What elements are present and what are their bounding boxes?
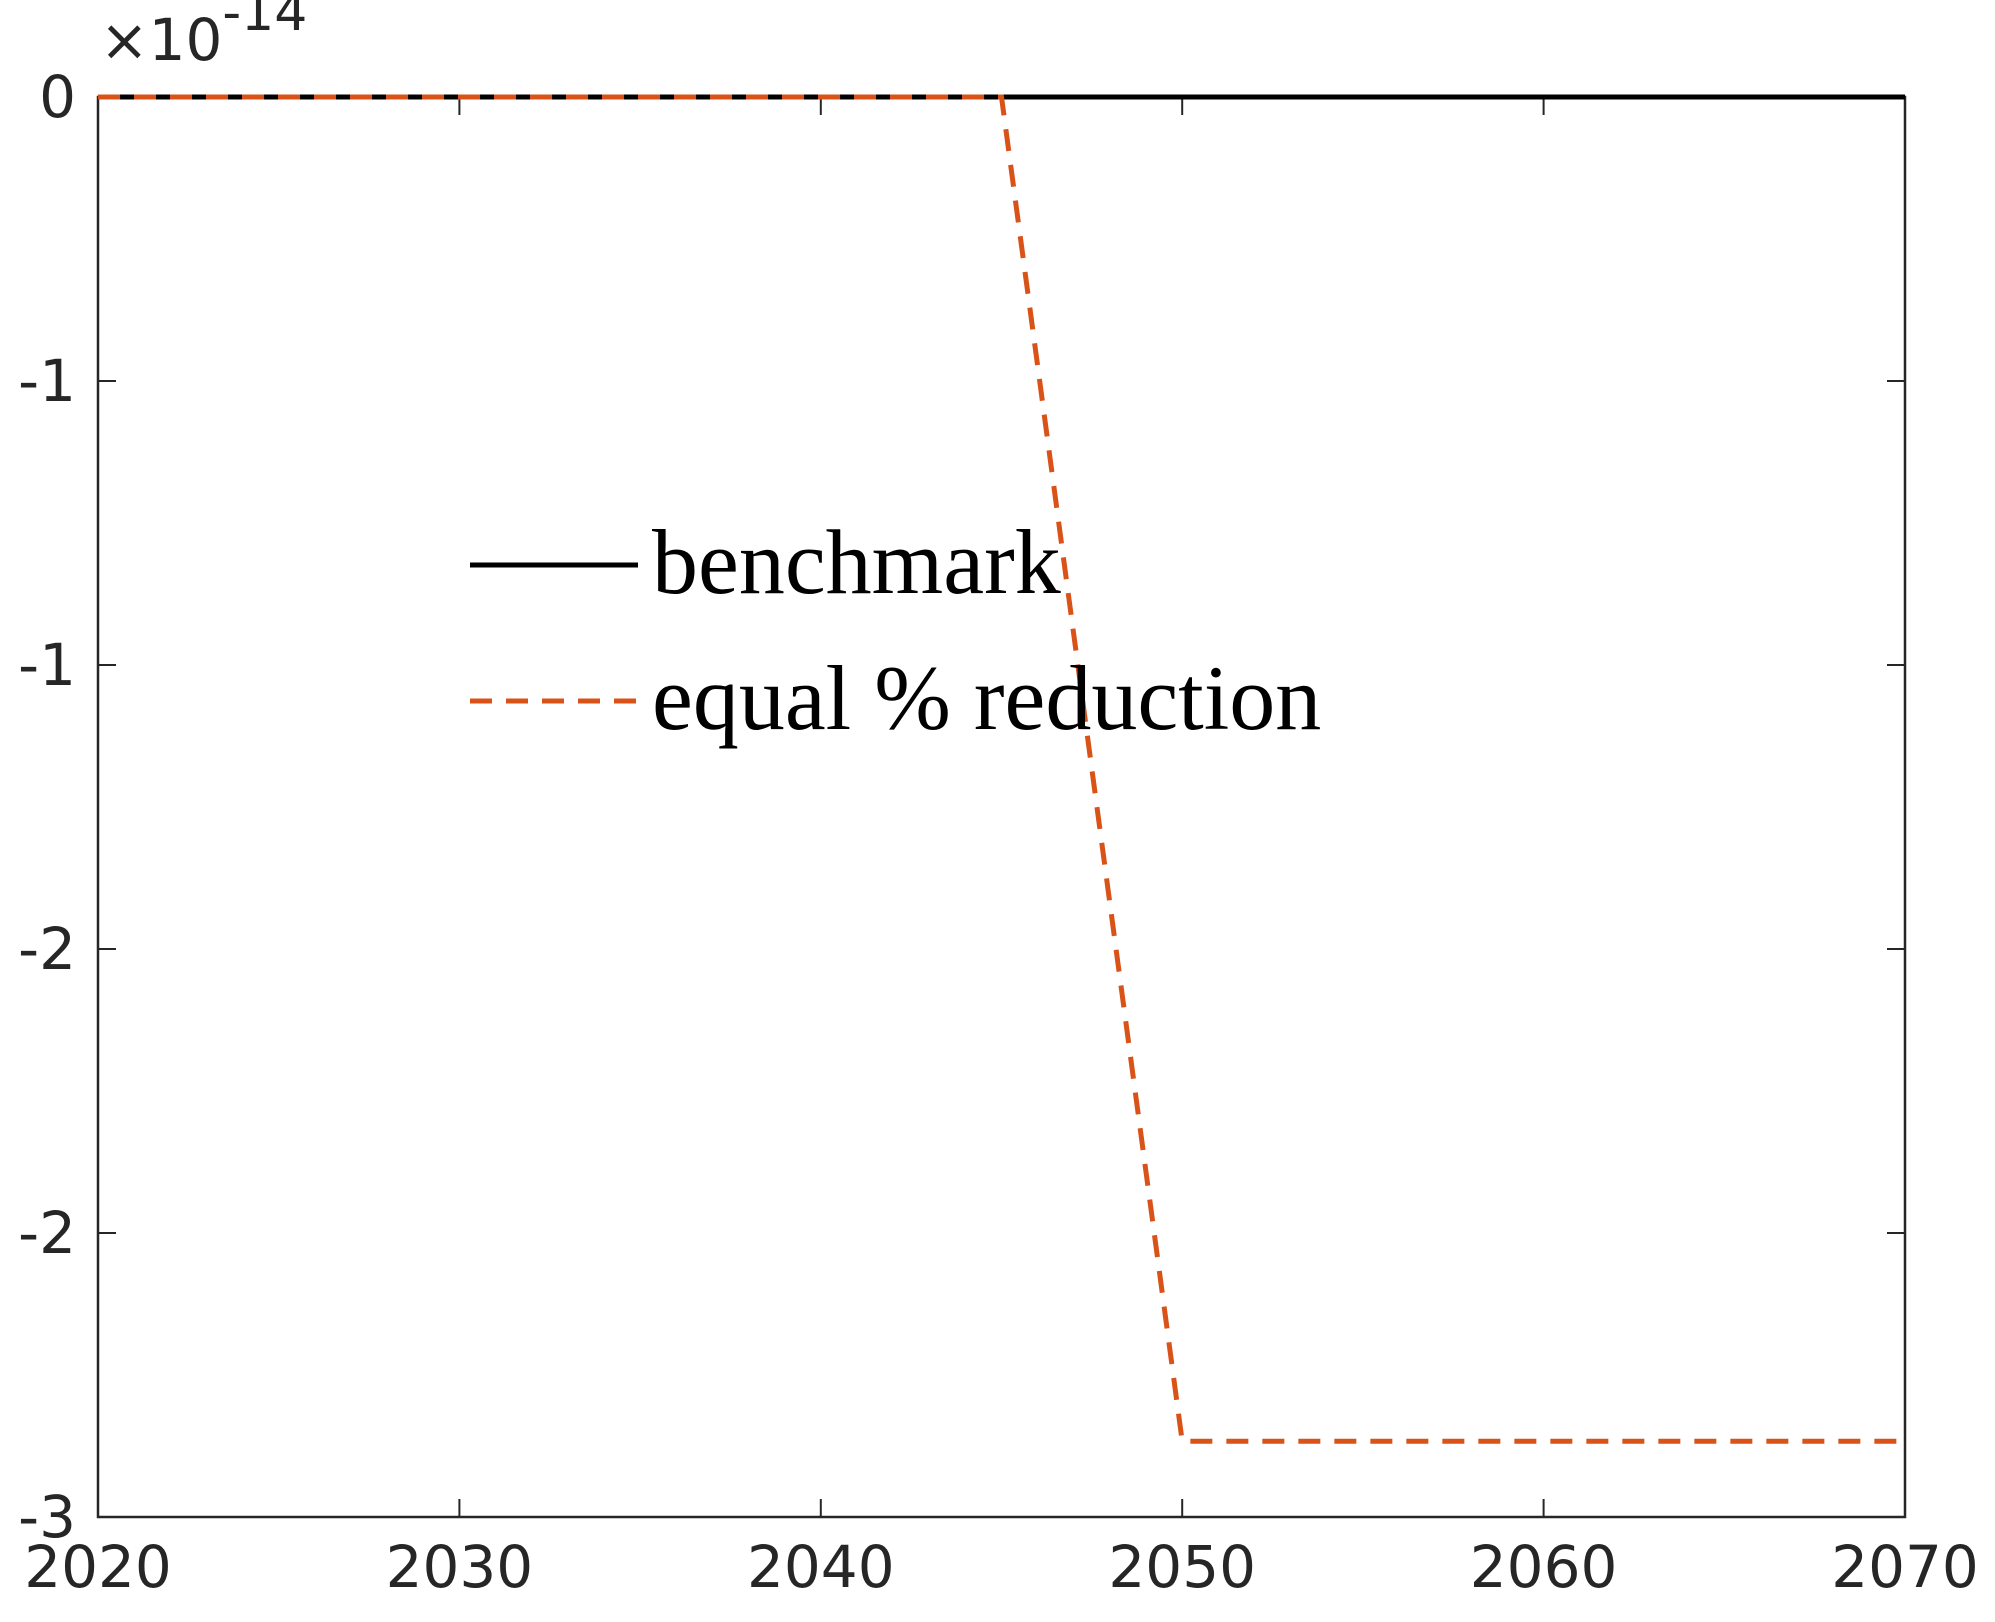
x-tick-label: 2030 — [386, 1533, 534, 1601]
plot-frame — [96, 95, 1907, 1519]
y-multiplier: ×10-14 — [100, 0, 307, 74]
x-tick-label: 2020 — [24, 1533, 172, 1601]
x-tick-label: 2060 — [1470, 1533, 1618, 1601]
y-tick-label: -1 — [18, 631, 76, 699]
y-tick-label: -1 — [18, 347, 76, 415]
y-tick-label: -2 — [18, 915, 76, 983]
x-tick-label: 2040 — [747, 1533, 895, 1601]
legend-label: benchmark — [652, 511, 1061, 613]
data-line — [98, 94, 1905, 1444]
y-multiplier-exponent: -14 — [222, 0, 307, 43]
y-tick-label: -3 — [18, 1483, 76, 1551]
y-tick-label: 0 — [39, 63, 76, 131]
y-tick-label: -2 — [18, 1199, 76, 1267]
x-tick-label: 2050 — [1108, 1533, 1256, 1601]
y-multiplier-base: ×10 — [100, 6, 222, 74]
x-tick-label: 2070 — [1831, 1533, 1979, 1601]
legend-label: equal % reduction — [652, 647, 1321, 749]
